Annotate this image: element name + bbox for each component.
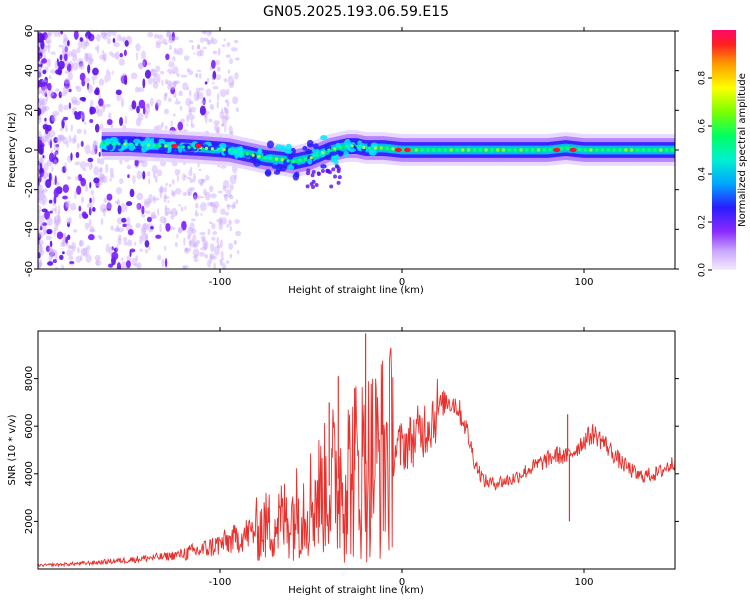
snr-y-tick-label: 4000	[24, 461, 35, 486]
snr-x-tick-label: -100	[209, 577, 232, 588]
spectrogram-peak	[194, 143, 202, 149]
snr-line	[38, 347, 675, 568]
spectrogram-peak	[569, 147, 577, 153]
snr-x-tick-label: 100	[574, 577, 593, 588]
spectrogram-peaks	[171, 143, 577, 153]
spectrogram-x-axis-label: Height of straight line (km)	[288, 285, 424, 296]
spectrogram-content	[38, 31, 675, 269]
spectrogram-noise	[38, 31, 242, 269]
colorbar-ticks: 0.0 0.2 0.4 0.6 0.8	[698, 71, 712, 278]
colorbar-label: Normalized spectral amplitude	[737, 73, 748, 227]
snr-frame	[37, 330, 676, 570]
colorbar-tick-label: 0.6	[698, 119, 708, 134]
spectrogram-y-tick-label: 20	[24, 104, 35, 117]
colorbar-tick-label: 0.8	[698, 71, 708, 86]
spectrogram-x-tick-label: 0	[399, 277, 405, 288]
snr-y-tick-label: 8000	[24, 366, 35, 391]
spectrogram-x-tick-label: 100	[574, 277, 593, 288]
snr-y-axis-label: SNR (10 * v/v)	[7, 414, 18, 485]
spectrogram-peak	[553, 147, 561, 153]
spectrogram-y-tick-label: 40	[24, 64, 35, 77]
snr-x-ticks: -100 0 100	[209, 327, 594, 588]
spectrogram-ridge	[99, 128, 675, 190]
spectrogram-y-axis-label: Frequency (Hz)	[7, 112, 18, 188]
colorbar: 0.0 0.2 0.4 0.6 0.8 Normalized spectral ampl…	[698, 30, 748, 278]
spectrogram-y-tick-label: -60	[24, 261, 35, 277]
spectrogram-y-tick-label: 0	[24, 147, 35, 153]
colorbar-tick-label: 0.0	[698, 263, 708, 278]
colorbar-tick-label: 0.4	[698, 167, 708, 182]
snr-y-tick-label: 2000	[24, 509, 35, 534]
colorbar-gradient	[712, 30, 736, 270]
spectrogram-x-ticks: -100 0 100	[209, 27, 594, 288]
spectrogram-peak	[171, 143, 178, 149]
snr-content	[38, 333, 675, 568]
snr-y-ticks: 2000 4000 6000 8000	[24, 366, 679, 534]
snr-panel: -100 0 100 2000 4000 6000 8000 Height of stra…	[7, 327, 679, 596]
spectrogram-y-tick-label: -40	[24, 221, 35, 237]
spectrogram-y-ticks: -60 -40 -20 0 20 40 60	[24, 25, 679, 277]
snr-x-tick-label: 0	[399, 577, 405, 588]
figure-title: GN05.2025.193.06.59.E15	[263, 4, 449, 20]
snr-x-axis-label: Height of straight line (km)	[288, 585, 424, 596]
spectrogram-panel: -100 0 100 -60 -40 -20 0 20 40 60 Height of stra…	[7, 25, 679, 296]
spectrogram-y-tick-label: 60	[24, 25, 35, 38]
snr-y-tick-label: 6000	[24, 413, 35, 438]
colorbar-tick-label: 0.2	[698, 215, 708, 229]
spectrogram-y-tick-label: -20	[24, 181, 35, 197]
spectrogram-peak	[403, 147, 411, 153]
spectrogram-x-tick-label: -100	[209, 277, 232, 288]
spectrogram-peak	[394, 147, 402, 153]
